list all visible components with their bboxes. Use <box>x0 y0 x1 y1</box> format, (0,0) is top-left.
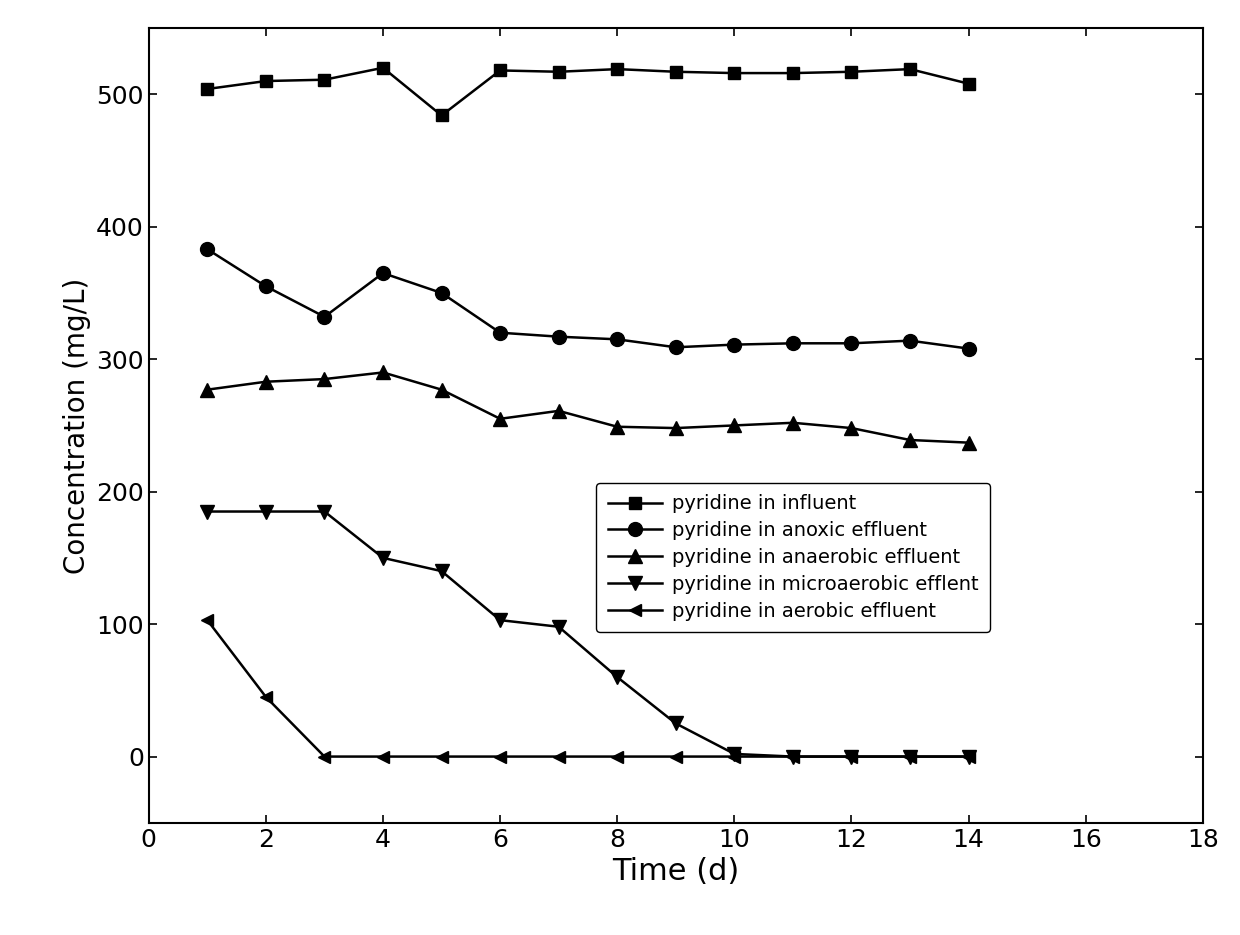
pyridine in aerobic effluent <box>668 751 683 762</box>
pyridine in influent <box>434 110 449 122</box>
X-axis label: Time (d): Time (d) <box>613 857 739 886</box>
pyridine in anaerobic effluent <box>317 373 332 384</box>
pyridine in microaerobic efflent <box>434 566 449 577</box>
pyridine in microaerobic efflent <box>492 614 507 626</box>
Y-axis label: Concentration (mg/L): Concentration (mg/L) <box>63 278 91 573</box>
pyridine in aerobic effluent <box>200 614 215 626</box>
pyridine in microaerobic efflent <box>844 751 859 762</box>
pyridine in microaerobic efflent <box>258 506 273 517</box>
pyridine in influent <box>844 66 859 78</box>
pyridine in anoxic effluent <box>727 339 742 351</box>
pyridine in microaerobic efflent <box>552 621 567 632</box>
pyridine in influent <box>552 66 567 78</box>
pyridine in microaerobic efflent <box>785 751 800 762</box>
pyridine in anaerobic effluent <box>492 413 507 424</box>
Legend: pyridine in influent, pyridine in anoxic effluent, pyridine in anaerobic effluen: pyridine in influent, pyridine in anoxic… <box>596 482 990 632</box>
pyridine in anoxic effluent <box>903 335 918 346</box>
pyridine in aerobic effluent <box>317 751 332 762</box>
pyridine in anaerobic effluent <box>727 420 742 431</box>
pyridine in anaerobic effluent <box>434 384 449 396</box>
pyridine in anaerobic effluent <box>610 421 625 432</box>
pyridine in aerobic effluent <box>610 751 625 762</box>
pyridine in aerobic effluent <box>492 751 507 762</box>
pyridine in anoxic effluent <box>317 311 332 323</box>
pyridine in anaerobic effluent <box>552 405 567 416</box>
pyridine in aerobic effluent <box>258 691 273 702</box>
pyridine in aerobic effluent <box>727 751 742 762</box>
pyridine in aerobic effluent <box>552 751 567 762</box>
pyridine in anaerobic effluent <box>200 384 215 396</box>
pyridine in anoxic effluent <box>376 267 391 279</box>
pyridine in microaerobic efflent <box>668 718 683 729</box>
pyridine in influent <box>668 66 683 78</box>
pyridine in anoxic effluent <box>200 244 215 255</box>
pyridine in anaerobic effluent <box>961 437 976 448</box>
pyridine in influent <box>785 67 800 79</box>
pyridine in influent <box>903 64 918 75</box>
pyridine in influent <box>258 76 273 87</box>
Line: pyridine in microaerobic efflent: pyridine in microaerobic efflent <box>201 505 976 764</box>
pyridine in microaerobic efflent <box>610 671 625 683</box>
pyridine in microaerobic efflent <box>903 751 918 762</box>
pyridine in anaerobic effluent <box>785 417 800 428</box>
pyridine in aerobic effluent <box>785 751 800 762</box>
pyridine in microaerobic efflent <box>317 506 332 517</box>
pyridine in anaerobic effluent <box>258 376 273 387</box>
pyridine in anoxic effluent <box>785 338 800 349</box>
pyridine in aerobic effluent <box>961 751 976 762</box>
pyridine in anoxic effluent <box>844 338 859 349</box>
Line: pyridine in aerobic effluent: pyridine in aerobic effluent <box>201 614 975 763</box>
pyridine in anoxic effluent <box>668 341 683 352</box>
pyridine in aerobic effluent <box>903 751 918 762</box>
pyridine in anaerobic effluent <box>844 423 859 434</box>
pyridine in aerobic effluent <box>434 751 449 762</box>
pyridine in influent <box>727 67 742 79</box>
pyridine in influent <box>317 74 332 85</box>
pyridine in anoxic effluent <box>258 280 273 292</box>
pyridine in influent <box>492 65 507 76</box>
pyridine in microaerobic efflent <box>376 553 391 564</box>
pyridine in anoxic effluent <box>492 327 507 338</box>
Line: pyridine in influent: pyridine in influent <box>201 62 975 122</box>
pyridine in anoxic effluent <box>552 331 567 342</box>
pyridine in anoxic effluent <box>961 343 976 354</box>
pyridine in aerobic effluent <box>844 751 859 762</box>
pyridine in anoxic effluent <box>610 334 625 345</box>
Line: pyridine in anaerobic effluent: pyridine in anaerobic effluent <box>201 366 976 450</box>
pyridine in anoxic effluent <box>434 287 449 298</box>
pyridine in anaerobic effluent <box>903 435 918 446</box>
pyridine in influent <box>200 83 215 94</box>
pyridine in anaerobic effluent <box>376 367 391 378</box>
pyridine in influent <box>610 64 625 75</box>
pyridine in anaerobic effluent <box>668 423 683 434</box>
pyridine in influent <box>961 79 976 90</box>
Line: pyridine in anoxic effluent: pyridine in anoxic effluent <box>201 242 976 355</box>
pyridine in influent <box>376 62 391 74</box>
pyridine in microaerobic efflent <box>200 506 215 517</box>
pyridine in microaerobic efflent <box>727 748 742 759</box>
pyridine in aerobic effluent <box>376 751 391 762</box>
pyridine in microaerobic efflent <box>961 751 976 762</box>
